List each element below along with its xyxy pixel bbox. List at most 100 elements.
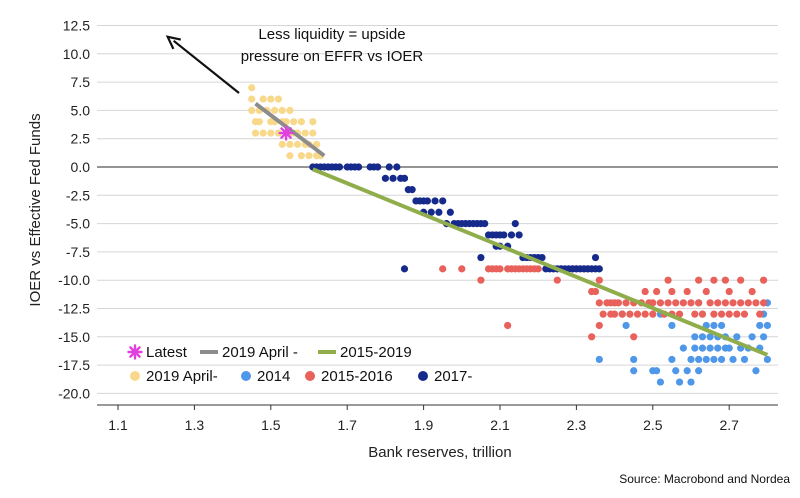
point-2019-april xyxy=(297,152,305,160)
point-2015-2016 xyxy=(588,333,596,341)
point-2015-2016 xyxy=(649,299,657,307)
point-2014 xyxy=(630,367,638,375)
point-2017 xyxy=(381,174,389,182)
y-tick-label: -17.5 xyxy=(58,357,90,373)
y-tick-label: -5.0 xyxy=(66,216,90,232)
x-tick-label: 1.9 xyxy=(414,417,434,433)
legend-label-2017: 2017- xyxy=(434,368,472,385)
point-2017 xyxy=(477,253,485,262)
point-2015-2016 xyxy=(706,299,714,307)
point-2017 xyxy=(408,186,416,194)
point-2015-2016 xyxy=(691,310,699,318)
point-2015-2016 xyxy=(759,276,768,284)
x-tick-label: 1.3 xyxy=(185,417,205,433)
point-2014 xyxy=(748,333,756,341)
point-2014 xyxy=(740,355,749,364)
y-tick-label: 7.5 xyxy=(71,74,91,90)
point-2017 xyxy=(400,174,409,182)
latest-star-marker xyxy=(278,125,294,141)
point-2019-april xyxy=(286,140,294,148)
point-2014 xyxy=(763,355,772,364)
point-2015-2016 xyxy=(591,287,600,296)
point-2015-2016 xyxy=(695,299,703,307)
point-2015-2016 xyxy=(744,299,752,307)
point-2015-2016 xyxy=(672,299,680,307)
point-2015-2016 xyxy=(641,310,649,318)
point-2014 xyxy=(653,367,661,375)
point-2014 xyxy=(763,321,772,330)
legend-swatch-2014 xyxy=(241,371,251,381)
point-2017 xyxy=(446,208,454,216)
point-2014 xyxy=(672,367,680,375)
point-2015-2016 xyxy=(683,287,691,296)
point-2017 xyxy=(423,197,432,205)
point-2019-april xyxy=(271,106,279,114)
point-2015-2016 xyxy=(630,333,638,341)
point-2014 xyxy=(595,355,603,364)
point-2017 xyxy=(500,231,508,239)
point-2014 xyxy=(710,355,718,364)
point-2017 xyxy=(591,253,600,262)
x-tick-label: 1.7 xyxy=(337,417,357,433)
point-2019-april xyxy=(286,106,294,114)
x-tick-label: 2.3 xyxy=(567,417,587,433)
y-tick-label: -15.0 xyxy=(58,329,90,345)
y-tick-label: -12.5 xyxy=(58,301,90,317)
legend-label-2019-april: 2019 April- xyxy=(146,368,218,385)
trend-line-2015-2019 xyxy=(312,167,769,357)
point-2017 xyxy=(511,220,519,228)
point-2014 xyxy=(698,333,707,341)
point-2015-2016 xyxy=(595,276,603,284)
point-2017 xyxy=(431,197,439,205)
point-2019-april xyxy=(309,129,317,137)
point-2017 xyxy=(374,163,382,171)
legend-label-2014: 2014 xyxy=(257,368,290,385)
point-2015-2016 xyxy=(721,276,729,284)
point-2017 xyxy=(427,208,435,216)
point-2014 xyxy=(687,355,695,364)
point-2015-2016 xyxy=(439,265,447,273)
legend-swatch-2017 xyxy=(418,371,428,381)
point-2015-2016 xyxy=(599,310,607,318)
point-2014 xyxy=(668,321,676,330)
point-2017 xyxy=(400,265,409,273)
point-2014 xyxy=(717,321,726,330)
point-2015-2016 xyxy=(534,265,542,273)
y-tick-label: -20.0 xyxy=(58,385,90,401)
x-tick-label: 2.1 xyxy=(490,417,510,433)
point-2015-2016 xyxy=(656,299,665,307)
point-2014 xyxy=(710,321,718,330)
point-2019-april xyxy=(293,140,302,148)
legend-swatch-latest xyxy=(127,344,143,360)
point-2015-2016 xyxy=(504,321,512,330)
points-layer xyxy=(248,84,772,386)
point-2017 xyxy=(355,163,363,171)
annotation-line-1: Less liquidity = upside xyxy=(258,26,405,43)
annotation-arrow-head xyxy=(165,35,182,50)
point-2015-2016 xyxy=(458,265,466,273)
point-2015-2016 xyxy=(679,299,687,307)
point-2019-april xyxy=(301,129,309,137)
point-2014 xyxy=(668,355,676,364)
point-2015-2016 xyxy=(653,287,661,296)
point-2019-april xyxy=(255,118,263,126)
legend-label-latest: Latest xyxy=(146,344,188,361)
annotation-line-2: pressure on EFFR vs IOER xyxy=(241,48,424,65)
point-2014 xyxy=(733,333,741,341)
grid-layer xyxy=(97,25,778,394)
point-2014 xyxy=(695,367,703,375)
point-2015-2016 xyxy=(737,299,745,307)
point-2019-april xyxy=(278,106,286,114)
y-tick-label: -2.5 xyxy=(66,187,90,203)
point-2019-april xyxy=(290,118,298,126)
point-2015-2016 xyxy=(725,310,733,318)
point-2017 xyxy=(435,208,443,216)
legend-label-2015-2019: 2015-2019 xyxy=(340,344,412,361)
point-2015-2016 xyxy=(595,299,603,307)
point-2015-2016 xyxy=(737,276,745,284)
point-2015-2016 xyxy=(626,310,634,318)
x-tick-label: 1.1 xyxy=(108,417,128,433)
point-2017 xyxy=(393,163,401,171)
point-2019-april xyxy=(297,118,305,126)
point-2015-2016 xyxy=(664,276,672,284)
